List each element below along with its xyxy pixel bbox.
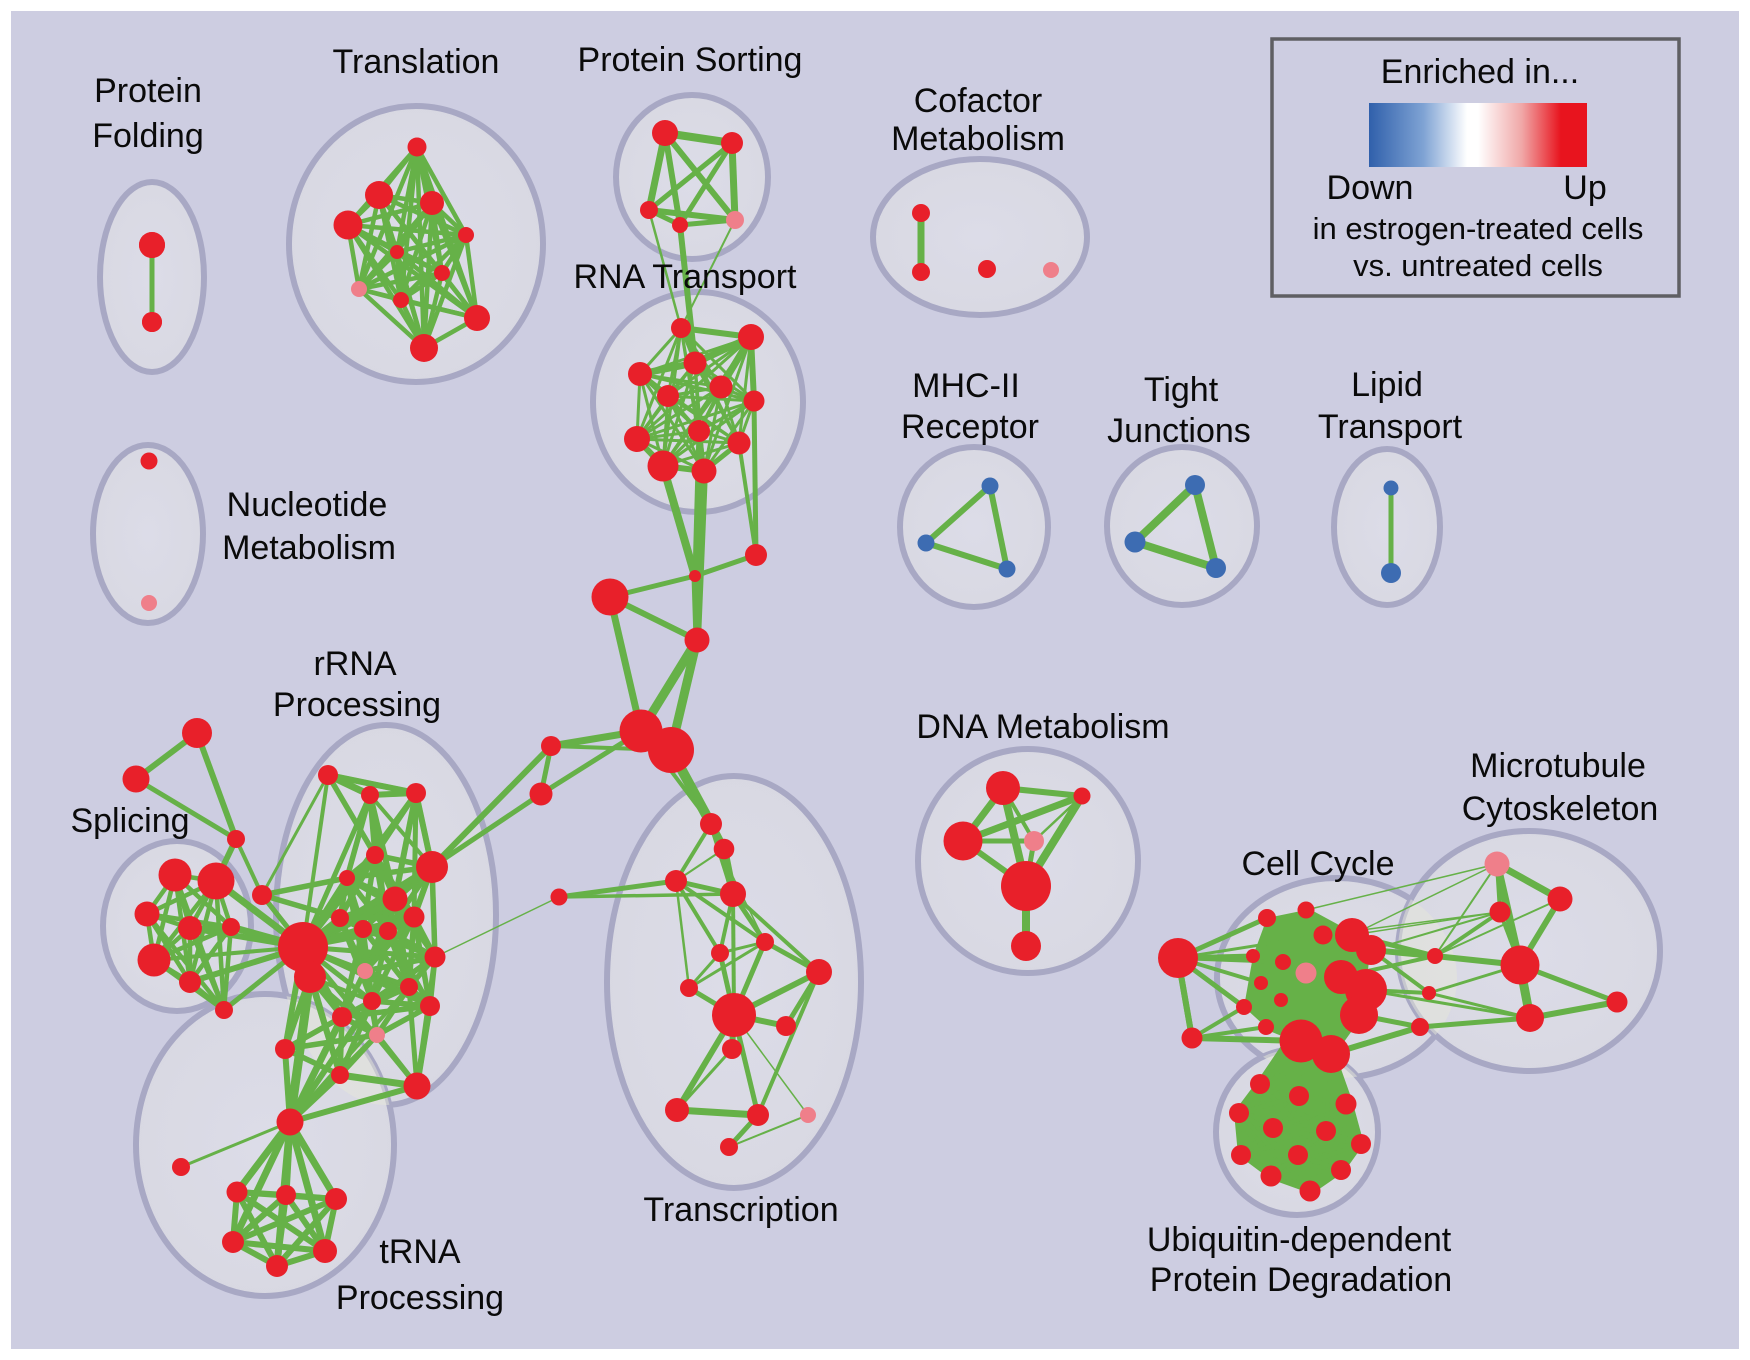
svg-text:vs. untreated cells: vs. untreated cells [1353, 248, 1603, 283]
svg-text:rRNA: rRNA [313, 645, 396, 683]
svg-text:RNA Transport: RNA Transport [574, 258, 798, 296]
svg-text:Up: Up [1563, 169, 1606, 207]
svg-text:Protein: Protein [94, 72, 202, 110]
svg-text:Cytoskeleton: Cytoskeleton [1462, 790, 1659, 828]
svg-text:Junctions: Junctions [1107, 412, 1251, 450]
svg-text:in estrogen-treated cells: in estrogen-treated cells [1313, 211, 1644, 246]
svg-text:Receptor: Receptor [901, 408, 1039, 446]
svg-text:Protein Sorting: Protein Sorting [578, 41, 803, 79]
svg-text:Microtubule: Microtubule [1470, 747, 1646, 785]
svg-text:Down: Down [1327, 169, 1414, 207]
svg-text:Cofactor: Cofactor [914, 82, 1043, 120]
svg-text:Transport: Transport [1318, 408, 1463, 446]
svg-text:Enriched in...: Enriched in... [1381, 53, 1579, 91]
svg-text:Protein Degradation: Protein Degradation [1150, 1261, 1452, 1299]
svg-text:Folding: Folding [92, 117, 204, 155]
svg-text:Processing: Processing [273, 686, 441, 724]
svg-text:MHC-II: MHC-II [912, 367, 1020, 405]
svg-text:Splicing: Splicing [70, 802, 189, 840]
svg-text:Cell Cycle: Cell Cycle [1241, 845, 1394, 883]
svg-text:DNA Metabolism: DNA Metabolism [916, 708, 1169, 746]
svg-text:Ubiquitin-dependent: Ubiquitin-dependent [1147, 1221, 1452, 1259]
svg-text:Translation: Translation [333, 43, 500, 81]
svg-text:Nucleotide: Nucleotide [227, 486, 388, 524]
svg-text:Metabolism: Metabolism [222, 529, 396, 567]
svg-text:Lipid: Lipid [1351, 366, 1423, 404]
svg-text:Metabolism: Metabolism [891, 120, 1065, 158]
svg-text:Transcription: Transcription [643, 1191, 838, 1229]
svg-text:tRNA: tRNA [379, 1233, 461, 1271]
svg-text:Tight: Tight [1144, 371, 1219, 409]
svg-text:Processing: Processing [336, 1279, 504, 1317]
